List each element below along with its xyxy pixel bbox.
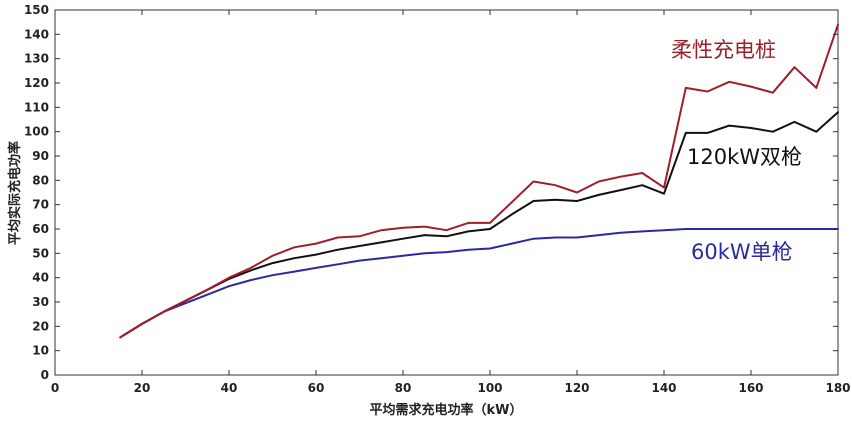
x-tick-label: 120 bbox=[564, 381, 589, 395]
series-label-flexible-pile: 柔性充电桩 bbox=[671, 38, 776, 62]
y-axis-title: 平均实际充电功率 bbox=[7, 141, 23, 245]
series-line-2 bbox=[119, 228, 839, 339]
y-tick-label: 20 bbox=[32, 319, 49, 333]
series-lines bbox=[119, 23, 839, 339]
y-axis: 0 10 20 30 40 50 60 70 80 90 100 110 120 130 140 150 bbox=[24, 3, 838, 382]
y-tick-label: 70 bbox=[32, 198, 49, 212]
x-tick-label: 60 bbox=[308, 381, 325, 395]
y-tick-label: 140 bbox=[24, 27, 49, 41]
series-label-120kw-dual: 120kW双枪 bbox=[687, 145, 802, 169]
y-tick-label: 10 bbox=[32, 344, 49, 358]
y-tick-label: 120 bbox=[24, 76, 49, 90]
x-tick-label: 40 bbox=[221, 381, 238, 395]
series-line-0 bbox=[119, 23, 839, 339]
y-tick-label: 0 bbox=[41, 368, 49, 382]
plot-area bbox=[54, 9, 839, 376]
y-tick-label: 30 bbox=[32, 295, 49, 309]
y-tick-label: 40 bbox=[32, 271, 49, 285]
y-tick-label: 110 bbox=[24, 100, 49, 114]
y-tick-label: 60 bbox=[32, 222, 49, 236]
y-tick-label: 100 bbox=[24, 125, 49, 139]
x-tick-label: 80 bbox=[395, 381, 412, 395]
y-tick-label: 90 bbox=[32, 149, 49, 163]
x-tick-label: 160 bbox=[738, 381, 763, 395]
plot-frame bbox=[54, 9, 839, 376]
y-tick-label: 80 bbox=[32, 173, 49, 187]
x-tick-label: 140 bbox=[651, 381, 676, 395]
series-line-1 bbox=[119, 111, 839, 339]
y-tick-label: 130 bbox=[24, 52, 49, 66]
series-label-60kw-single: 60kW单枪 bbox=[691, 240, 793, 264]
x-tick-label: 0 bbox=[51, 381, 59, 395]
x-tick-label: 20 bbox=[134, 381, 151, 395]
x-tick-label: 180 bbox=[825, 381, 850, 395]
x-axis-title: 平均需求充电功率（kW） bbox=[370, 402, 523, 418]
x-tick-label: 100 bbox=[477, 381, 502, 395]
y-tick-label: 150 bbox=[24, 3, 49, 17]
y-tick-label: 50 bbox=[32, 246, 49, 260]
x-axis: 0 20 40 60 80 100 120 140 160 180 bbox=[51, 10, 851, 395]
